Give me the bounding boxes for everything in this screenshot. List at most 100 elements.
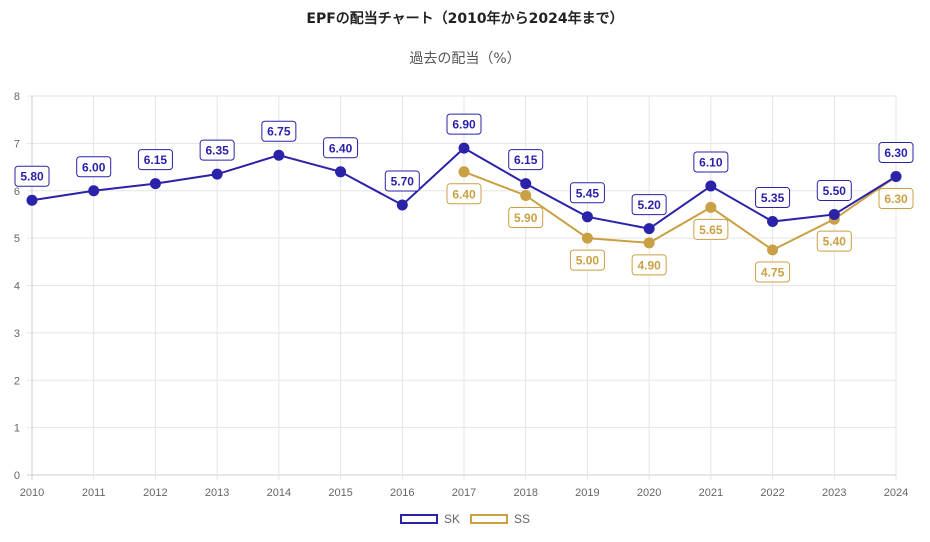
x-tick-label: 2018 <box>513 487 537 499</box>
x-tick-label: 2023 <box>822 487 846 499</box>
x-tick-label: 2014 <box>267 487 291 499</box>
data-point-sk <box>643 223 655 235</box>
data-label-sk: 6.15 <box>144 153 168 167</box>
data-point-sk <box>705 180 717 192</box>
data-label-sk: 5.35 <box>761 191 785 205</box>
data-point-ss <box>458 166 470 178</box>
data-label-box-sk <box>508 149 544 171</box>
legend: SK SS <box>0 512 930 526</box>
data-label-ss: 5.90 <box>514 211 538 225</box>
data-label-box-sk <box>816 179 852 201</box>
legend-item-ss[interactable]: SS <box>470 512 530 526</box>
data-labels-layer: 5.80 6.00 6.15 6.35 6.75 6.40 5.70 6.90 6.15 5.45… <box>14 113 914 283</box>
data-point-ss <box>643 237 655 249</box>
y-tick-label: 7 <box>14 138 20 150</box>
legend-swatch-sk <box>399 514 438 524</box>
data-label-sk: 6.40 <box>329 141 353 155</box>
data-label-ss: 5.00 <box>576 254 600 268</box>
data-label-box-ss <box>693 218 729 240</box>
data-point-sk <box>149 178 161 190</box>
data-label-box-ss <box>755 261 791 283</box>
data-label-sk: 5.45 <box>576 186 600 200</box>
data-label-box-sk <box>137 149 173 171</box>
x-axis-ticks: 2010 2011 2012 2013 2014 2015 2016 2017 2018 2019… <box>20 487 908 499</box>
data-label-ss: 5.65 <box>699 223 723 237</box>
data-label-sk: 6.90 <box>452 118 476 132</box>
data-label-box-ss <box>878 188 914 210</box>
data-label-sk: 6.00 <box>82 160 106 174</box>
data-label-sk: 6.75 <box>267 125 291 139</box>
data-label-sk: 5.80 <box>20 170 44 184</box>
data-point-sk <box>211 168 223 180</box>
data-point-sk <box>396 199 408 211</box>
data-label-box-sk <box>569 182 605 204</box>
data-label-ss: 4.75 <box>761 265 785 279</box>
y-tick-label: 5 <box>14 233 20 245</box>
data-point-sk <box>828 208 840 220</box>
x-tick-label: 2024 <box>884 487 908 499</box>
data-label-box-ss <box>508 206 544 228</box>
data-label-box-sk <box>755 187 791 209</box>
legend-label-sk: SK <box>443 512 460 526</box>
data-label-sk: 5.70 <box>391 174 415 188</box>
chart-subtitle: 過去の配当（%） <box>409 51 521 67</box>
data-point-sk <box>26 194 38 206</box>
data-label-box-sk <box>878 142 914 164</box>
data-label-box-sk <box>199 139 235 161</box>
x-tick-label: 2010 <box>20 487 44 499</box>
data-label-box-sk <box>76 156 112 178</box>
data-point-sk <box>88 185 100 197</box>
data-label-ss: 4.90 <box>637 258 661 272</box>
x-tick-label: 2020 <box>637 487 661 499</box>
x-tick-label: 2019 <box>575 487 599 499</box>
data-label-box-ss <box>569 249 605 271</box>
x-tick-label: 2021 <box>699 487 723 499</box>
data-label-ss: 6.40 <box>452 187 476 201</box>
data-label-box-sk <box>631 194 667 216</box>
legend-item-sk[interactable]: SK <box>399 512 460 526</box>
legend-swatch-ss <box>470 514 508 524</box>
x-tick-label: 2017 <box>452 487 476 499</box>
data-label-box-sk <box>384 170 420 192</box>
x-tick-label: 2011 <box>82 487 106 499</box>
y-tick-label: 1 <box>14 423 20 435</box>
x-tick-label: 2016 <box>390 487 414 499</box>
data-label-box-ss <box>816 230 852 252</box>
legend-label-ss: SS <box>514 512 531 526</box>
data-point-ss <box>705 201 717 213</box>
data-point-sk <box>520 178 532 190</box>
chart-title: EPFの配当チャート（2010年から2024年まで） <box>306 11 624 27</box>
data-point-ss <box>581 232 593 244</box>
data-label-box-sk <box>323 137 359 159</box>
data-label-sk: 6.15 <box>514 153 538 167</box>
data-label-sk: 6.30 <box>884 146 908 160</box>
data-point-sk <box>273 149 285 161</box>
data-label-box-sk <box>261 120 297 142</box>
data-label-sk: 6.35 <box>205 144 229 158</box>
data-point-sk <box>581 211 593 223</box>
y-tick-label: 3 <box>14 328 20 340</box>
series-line-ss <box>463 170 897 252</box>
data-label-sk: 6.10 <box>699 156 723 170</box>
data-point-sk <box>767 216 779 228</box>
data-label-box-sk <box>693 151 729 173</box>
data-label-ss: 6.30 <box>884 192 908 206</box>
data-label-box-sk <box>446 113 482 135</box>
data-label-sk: 5.20 <box>637 198 661 212</box>
x-tick-label: 2013 <box>205 487 229 499</box>
x-tick-label: 2022 <box>760 487 784 499</box>
x-tick-label: 2012 <box>143 487 167 499</box>
data-point-sk <box>458 142 470 154</box>
data-label-sk: 5.50 <box>823 184 847 198</box>
data-point-ss <box>767 244 779 256</box>
x-tick-label: 2015 <box>328 487 352 499</box>
data-point-ss <box>520 189 532 201</box>
data-label-box-ss <box>446 183 482 205</box>
data-point-sk <box>335 166 347 178</box>
y-tick-label: 6 <box>14 186 20 198</box>
y-tick-label: 2 <box>14 375 20 387</box>
data-point-sk <box>890 171 902 183</box>
series-layer <box>26 142 902 256</box>
y-tick-label: 8 <box>14 91 20 103</box>
